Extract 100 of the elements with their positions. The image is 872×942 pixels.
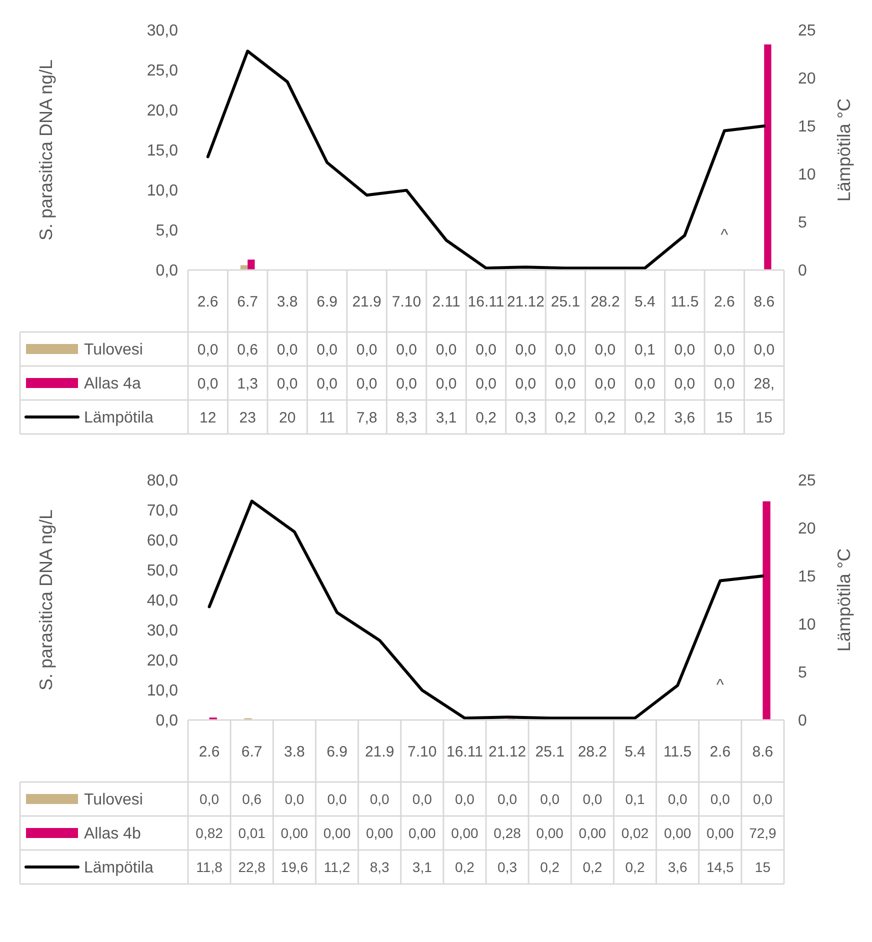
data-label: 0,2 [540,858,560,875]
y-tick-label: 20,0 [146,652,178,670]
y2-tick-label: 25 [798,472,816,490]
data-label: 0,0 [710,790,730,807]
data-label: 11,2 [324,858,350,875]
data-label: 19,6 [280,858,308,875]
x-tick-label: 25.1 [550,293,580,310]
data-label: 0,2 [582,858,602,875]
data-label: 0,2 [594,409,616,426]
data-label: 0,0 [752,790,773,807]
y-tick-label: 25,0 [146,62,178,80]
data-label: 0,0 [515,341,536,358]
data-label: 0,0 [396,375,417,392]
y2-tick-label: 0 [798,262,807,280]
data-label: 1,3 [237,375,258,392]
y-tick-label: 30,0 [146,622,178,640]
data-label: 0,0 [674,341,696,358]
data-label: 0,00 [323,824,351,841]
y2-tick-label: 15 [798,568,816,586]
x-tick-label: 8.6 [754,293,775,310]
data-label: 3,6 [668,858,688,875]
x-tick-label: 2.6 [197,293,218,310]
legend-label: Lämpötila [84,860,154,877]
data-label: 0,0 [316,375,338,392]
x-tick-label: 8.6 [752,743,774,760]
x-tick-label: 21.9 [364,743,394,760]
data-label: 0,3 [515,409,536,426]
x-tick-label: 6.9 [326,743,348,760]
x-tick-label: 11.5 [664,743,692,760]
x-tick-label: 6.7 [241,743,262,760]
data-label: 0,0 [454,790,475,807]
x-tick-label: 28.2 [590,293,620,310]
data-label: 3,1 [412,858,432,875]
x-tick-label: 28.2 [578,743,608,760]
y2-tick-label: 5 [798,664,807,682]
data-label: 0,0 [582,790,602,807]
data-label: 15 [754,858,771,875]
data-label: 0,2 [634,409,656,426]
x-tick-label: 2.6 [198,743,220,760]
data-label: 0,0 [197,375,218,392]
y-tick-label: 0,0 [156,262,178,280]
data-label: 0,0 [555,341,576,358]
x-tick-label: 25.1 [535,743,564,760]
data-label: 0,00 [536,824,564,841]
data-label: 0,0 [714,341,735,358]
data-label: 0,01 [238,824,266,841]
y2-tick-label: 15 [798,118,816,136]
data-label: 0,0 [370,790,390,807]
data-label: 11,8 [196,858,223,875]
y2-axis-title: Lämpötila °C [834,548,854,652]
y-tick-label: 20,0 [146,102,178,120]
data-label: 0,00 [664,824,692,841]
data-label: 0,2 [476,409,496,426]
y2-tick-label: 5 [798,214,807,232]
data-label: 0,2 [625,858,645,875]
data-label: 3,1 [436,409,457,426]
x-tick-label: 3.8 [284,743,305,760]
legend-label: Tulovesi [84,342,143,359]
y2-tick-label: 0 [798,712,807,730]
data-label: 14,5 [706,858,734,875]
x-tick-label: 21.12 [506,293,545,310]
data-label: 15 [756,409,772,426]
x-tick-label: 2.11 [432,293,460,310]
data-label: 0,02 [621,824,649,841]
x-tick-label: 21.9 [352,293,382,310]
data-label: 0,2 [555,409,576,426]
y-tick-label: 80,0 [146,472,178,490]
data-label: 0,0 [200,790,220,807]
y-tick-label: 10,0 [146,182,178,200]
y2-tick-label: 25 [798,22,816,40]
y-tick-label: 0,0 [156,712,178,730]
data-label: 0,0 [634,375,656,392]
data-label: 0,0 [714,375,735,392]
data-label: 8,3 [396,409,417,426]
x-tick-label: 16.11 [468,293,504,310]
y-tick-label: 15,0 [146,142,178,160]
y-tick-label: 40,0 [146,592,178,610]
data-label: 0,0 [476,341,496,358]
data-label: 0,0 [674,375,696,392]
y-tick-label: 70,0 [146,502,178,520]
data-label: 23 [239,409,256,426]
data-label: 0,0 [276,375,298,392]
y-axis-title: S. parasitica DNA ng/L [36,59,56,241]
x-tick-label: 2.6 [710,743,731,760]
legend-label: Allas 4b [84,826,142,843]
y2-tick-label: 20 [798,70,816,88]
data-label: 0,0 [436,341,457,358]
data-label: 3,6 [674,409,696,426]
data-label: 0,0 [498,790,518,807]
annotation: ^ [720,227,729,244]
data-label: 28, [754,375,775,392]
data-label: 0,0 [197,341,218,358]
data-label: 0,0 [284,790,304,807]
y-tick-label: 50,0 [146,562,178,580]
data-label: 0,6 [237,341,258,358]
x-tick-label: 7.10 [392,293,422,310]
data-label: 0,0 [754,341,775,358]
data-label: 0,00 [706,824,734,841]
y2-tick-label: 10 [798,166,816,184]
data-label: 0,0 [555,375,576,392]
